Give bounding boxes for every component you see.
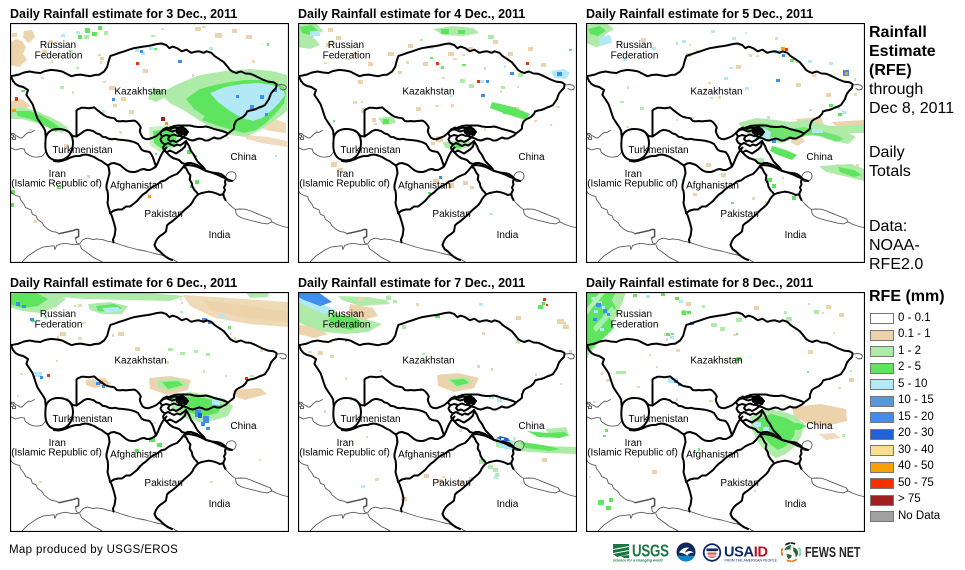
svg-text:science for a changing world: science for a changing world	[613, 559, 663, 563]
svg-text:FROM THE AMERICAN PEOPLE: FROM THE AMERICAN PEOPLE	[725, 559, 778, 563]
svg-text:USAID: USAID	[724, 545, 768, 561]
svg-text:USAID: USAID	[708, 548, 719, 552]
svg-text:FEWS NET: FEWS NET	[805, 543, 861, 560]
svg-text:USGS: USGS	[632, 542, 669, 561]
